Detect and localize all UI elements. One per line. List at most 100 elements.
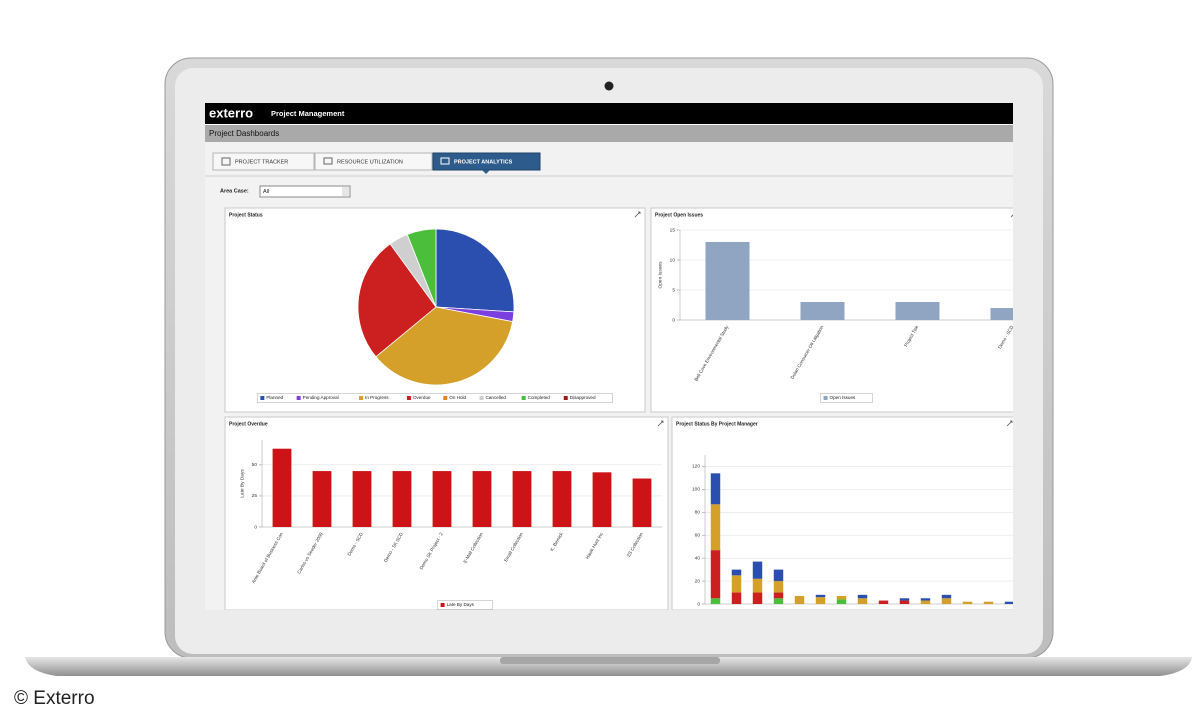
bar-segment (899, 600, 910, 604)
camera (604, 81, 614, 91)
legend-swatch (823, 396, 828, 400)
y-tick-label: 60 (695, 532, 701, 538)
legend-label: Disapproved (570, 395, 596, 400)
legend-label: Cancelled (486, 395, 507, 400)
bar-segment (794, 595, 805, 604)
bar (705, 242, 750, 320)
legend-swatch (479, 396, 484, 400)
bar-segment (857, 598, 868, 604)
legend-label: Pending Approval (303, 395, 339, 400)
y-tick-label: 0 (697, 601, 700, 607)
bar-segment (710, 550, 721, 599)
bar-segment (983, 601, 994, 604)
legend-swatch (563, 396, 568, 400)
y-tick-label: 0 (254, 524, 257, 530)
bar-segment (836, 595, 847, 600)
legend-label: Overdue (413, 395, 431, 400)
legend-box (820, 393, 873, 403)
y-tick-label: 25 (252, 493, 258, 499)
y-axis-title: Open Issues (657, 261, 663, 289)
bar (800, 302, 845, 320)
bar-segment (941, 594, 952, 599)
legend-label: In Progress (365, 395, 389, 400)
tab-icon (323, 157, 333, 165)
screen: exterro Project Management Project Dashb… (205, 103, 1013, 610)
panel-title: Project Overdue (229, 421, 268, 427)
laptop-base (25, 657, 1192, 676)
tab-label: PROJECT ANALYTICS (454, 159, 513, 165)
app-title: Project Management (271, 109, 345, 118)
subheader (205, 125, 1013, 142)
expand-icon (1006, 420, 1013, 427)
bar-segment (920, 598, 931, 601)
tab-icon (221, 157, 231, 166)
bar-segment (899, 598, 910, 601)
legend-swatch (406, 396, 411, 400)
legend-swatch (440, 603, 445, 607)
bar-segment (962, 601, 973, 604)
tab[interactable] (212, 152, 315, 171)
legend-label: On Hold (449, 395, 466, 400)
tab-pointer (482, 170, 490, 174)
bar (472, 471, 492, 527)
bar-segment (920, 600, 931, 604)
bar-segment (815, 594, 826, 598)
panel-title: Project Status (229, 212, 263, 218)
pie-slice (357, 243, 437, 358)
y-tick-label: 80 (695, 510, 701, 516)
subheader-title: Project Dashboards (209, 129, 279, 138)
bar (272, 448, 292, 527)
y-tick-label: 120 (692, 464, 700, 470)
panel-title: Project Status By Project Manager (676, 421, 758, 427)
y-tick-label: 10 (670, 257, 676, 263)
bar-segment (836, 599, 847, 604)
legend-swatch (260, 396, 265, 400)
bar (512, 471, 532, 527)
bar-segment (773, 592, 784, 599)
filter-label: Area Case: (220, 188, 249, 194)
y-tick-label: 50 (252, 462, 258, 468)
y-tick-label: 40 (695, 555, 701, 561)
y-tick-label: 15 (670, 227, 676, 233)
legend-swatch (296, 396, 301, 400)
bar-segment (773, 569, 784, 582)
legend-swatch (359, 396, 364, 400)
legend-box (437, 600, 493, 610)
charts: Project Status Planned Pending Approval In … (224, 207, 1013, 610)
bar (990, 308, 1013, 320)
legend-swatch (521, 396, 526, 400)
bar-segment (731, 569, 742, 576)
tab-label: RESOURCE UTILIZATION (337, 159, 403, 165)
bar (592, 472, 612, 527)
y-tick-label: 0 (672, 317, 675, 323)
bar (312, 471, 332, 527)
filter-select[interactable] (259, 185, 351, 198)
bar-segment (878, 600, 889, 604)
legend-box (257, 393, 613, 403)
y-tick-label: 100 (692, 487, 700, 493)
bar-segment (752, 592, 763, 604)
hinge-notch (500, 657, 720, 664)
panel-title: Project Open Issues (655, 212, 703, 218)
bar (392, 471, 412, 527)
pie-slice (375, 306, 514, 386)
tab[interactable] (314, 152, 433, 171)
bar-segment (1004, 601, 1013, 604)
expand-icon (634, 211, 641, 218)
bar-segment (941, 598, 952, 604)
y-tick-label: 5 (672, 287, 675, 293)
panel (671, 416, 1013, 610)
bar-segment (710, 598, 721, 604)
bar-segment (731, 592, 742, 604)
legend-label: Open Issues (830, 395, 856, 400)
bar (552, 471, 572, 527)
expand-icon (657, 420, 664, 427)
legend-label: Planned (266, 395, 283, 400)
legend-label: Late By Days (447, 602, 475, 607)
app-header (205, 103, 1013, 124)
bar-segment (710, 504, 721, 551)
y-axis-title: Late By Days (239, 469, 245, 498)
bar-segment (752, 578, 763, 593)
